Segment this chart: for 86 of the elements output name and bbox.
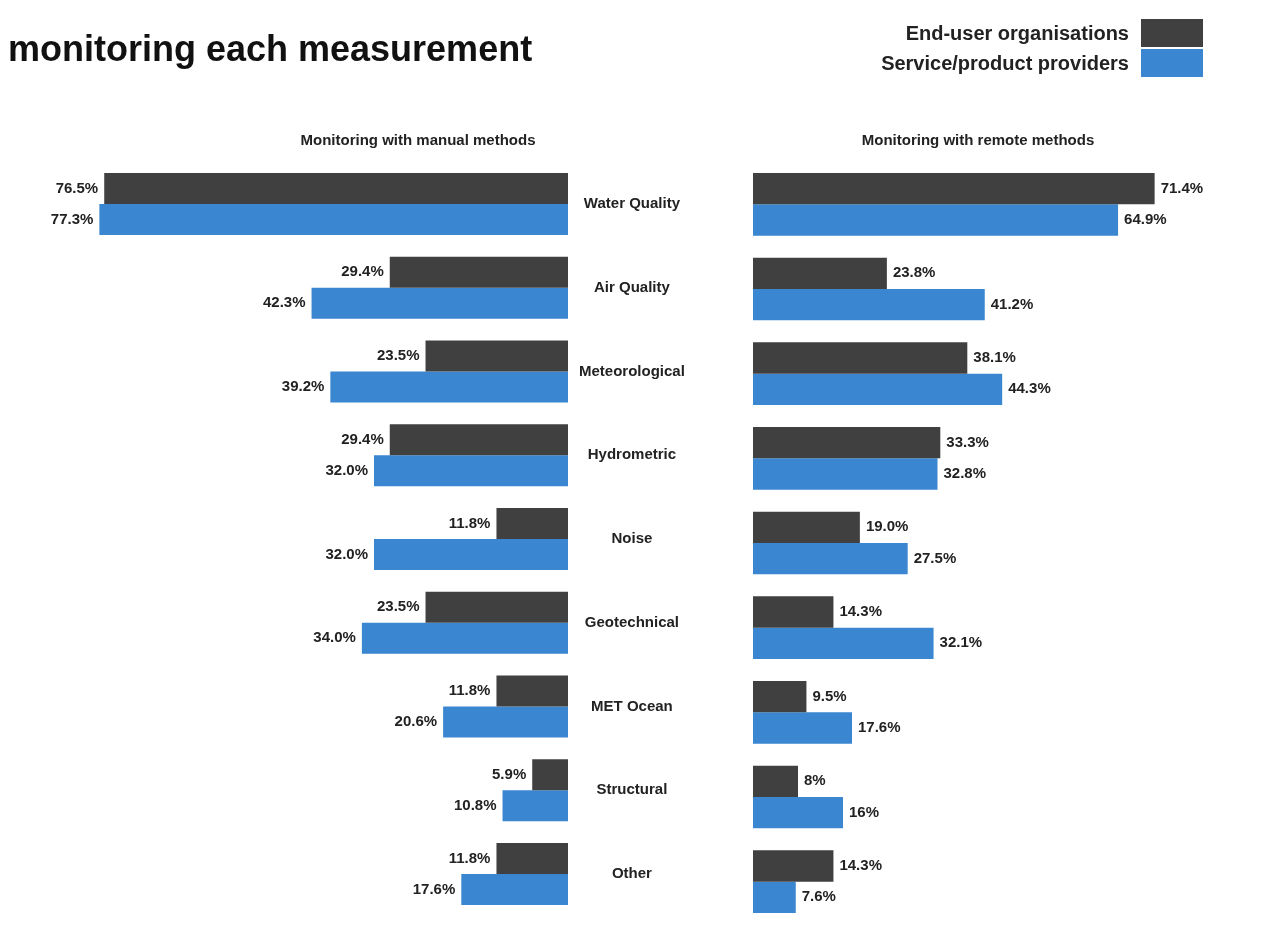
bar [753,173,1155,205]
y-tick-label: MET Ocean [591,696,673,714]
data-label: 5.9% [492,764,527,782]
bar [104,172,568,204]
data-label: 38.1% [973,348,1016,366]
data-label: 34.0% [313,628,356,646]
bar [425,591,568,623]
bar [99,203,568,235]
data-label: 44.3% [1008,379,1051,397]
bar [532,759,568,791]
data-label: 32.0% [325,544,368,562]
bar [753,204,1119,236]
bar [753,765,798,797]
bar [361,622,568,654]
bar [496,508,568,539]
data-label: 8% [804,771,826,789]
bar [753,342,968,374]
data-label: 23.5% [376,346,420,364]
data-label: 64.9% [1124,210,1167,228]
y-tick-label: Meteorological [579,361,685,379]
data-label: 11.8% [448,681,491,699]
data-label: 42.3% [263,293,306,311]
bar [753,850,834,882]
bar [753,511,860,543]
legend-label: Service/product providers [881,51,1129,75]
bar [753,373,1003,405]
data-label: 16% [849,802,880,820]
data-label: 32.8% [943,464,987,482]
bar [753,797,843,829]
bar [753,289,985,321]
data-label: 19.0% [865,517,909,535]
y-tick-label: Other [611,864,653,882]
data-label: 29.4% [341,429,384,447]
bar [311,287,568,319]
bar [425,340,568,372]
data-label: 29.4% [341,262,384,280]
y-tick-label: Structural [596,780,668,798]
bar [502,790,568,822]
data-label: 20.6% [394,712,438,730]
bar [753,458,938,490]
data-label: 11.8% [448,848,491,866]
bar [753,681,807,713]
data-label: 76.5% [55,178,99,196]
data-label: 71.4% [1160,178,1204,196]
y-tick-label: Geotechnical [584,612,680,630]
data-label: 9.5% [812,686,847,704]
bar [753,543,908,575]
data-label: 32.1% [939,633,983,651]
data-label: 27.5% [913,548,957,566]
y-tick-label: Air Quality [594,277,671,295]
bar [389,424,568,456]
data-label: 17.6% [858,718,901,736]
bar [496,843,568,875]
data-label: 77.3% [50,209,94,227]
bar [443,706,568,738]
legend-label: End-user organisations [905,21,1129,45]
data-label: 14.3% [839,856,882,874]
bar [753,427,941,459]
data-label: 23.5% [376,597,420,615]
data-label: 14.3% [839,602,882,620]
bar [330,371,568,403]
data-label: 7.6% [801,887,836,905]
data-label: 23.8% [892,263,936,281]
bar [753,712,852,744]
data-label: 17.6% [412,879,456,897]
bar [753,596,834,628]
bar [374,455,568,487]
y-tick-label: Water Quality [583,194,681,212]
data-label: 39.2% [281,377,325,395]
y-tick-label: Hydrometric [587,445,677,463]
data-label: 32.0% [325,460,368,478]
data-label: 11.8% [448,513,491,531]
bar [753,627,934,659]
bar [389,256,568,288]
bar [753,257,887,289]
data-label: 33.3% [946,432,989,450]
chart-subtitle: Monitoring with manual methods [300,131,536,149]
bar [374,539,568,570]
chart-title: monitoring each measurement [8,28,533,70]
y-tick-label: Noise [611,529,653,547]
chart-subtitle: Monitoring with remote methods [861,131,1095,149]
bar [461,874,568,906]
data-label: 41.2% [990,294,1034,312]
bar [753,881,796,913]
bar [496,675,568,707]
data-label: 10.8% [453,795,497,813]
